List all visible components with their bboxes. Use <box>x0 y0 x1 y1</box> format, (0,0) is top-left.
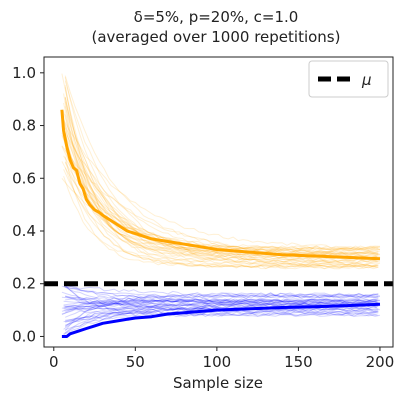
lower-mean-line <box>61 302 381 338</box>
upper-repetitions-line <box>61 115 381 254</box>
lower-repetitions-line <box>61 296 381 306</box>
chart-title-line-1: δ=5%, p=20%, c=1.0 <box>134 8 299 26</box>
x-tick-label: 100 <box>203 353 232 371</box>
y-tick-label: 0.4 <box>12 222 36 240</box>
upper-repetitions-line <box>63 129 377 259</box>
y-tick-label: 0.6 <box>12 169 36 187</box>
y-tick-label: 1.0 <box>12 64 36 82</box>
lower-repetitions-line <box>63 286 377 304</box>
x-axis-label: Sample size <box>173 374 263 392</box>
lower-repetitions-line <box>63 299 377 311</box>
upper-repetitions-line <box>63 169 377 264</box>
upper-repetitions-line <box>61 118 381 250</box>
lower-repetitions-line <box>65 299 379 331</box>
lower-repetitions-line <box>61 298 381 316</box>
upper-repetitions-line <box>64 156 379 268</box>
upper-repetitions-line <box>61 125 381 253</box>
mean-lines <box>60 109 381 338</box>
lower-repetitions-line <box>61 307 381 317</box>
upper-repetitions-line <box>63 102 377 262</box>
lower-repetitions-line <box>64 294 379 332</box>
lower-repetitions-line <box>64 293 379 328</box>
lower-repetitions-line <box>65 309 379 323</box>
y-tick-label: 0.8 <box>12 117 36 135</box>
upper-repetitions-line <box>61 146 381 264</box>
x-axis-ticks: 0 50 100 150 200 <box>49 347 394 371</box>
x-tick-label: 50 <box>126 353 145 371</box>
upper-repetitions-line <box>64 127 379 262</box>
lower-repetitions-line <box>64 300 379 327</box>
lower-repetitions-line <box>64 292 379 313</box>
upper-repetitions-line <box>61 73 381 257</box>
upper-repetitions-line <box>64 76 379 251</box>
x-tick-label: 0 <box>49 353 59 371</box>
lower-repetitions-line <box>64 285 379 317</box>
lower-repetitions-line <box>63 311 377 323</box>
lower-repetitions-line <box>65 298 379 309</box>
lower-repetitions-line <box>63 283 377 306</box>
upper-repetitions-line <box>63 131 377 266</box>
lower-repetitions-line <box>65 302 379 308</box>
lower-repetitions-line <box>63 306 377 311</box>
y-tick-label: 0.2 <box>12 275 36 293</box>
upper-repetitions-line <box>61 132 381 260</box>
legend-entry-mu: μ <box>361 71 372 89</box>
lower-repetitions-line <box>61 285 381 298</box>
lower-repetitions-line <box>64 284 379 316</box>
lower-repetitions-line <box>65 285 379 297</box>
upper-repetitions-line <box>61 114 380 256</box>
repetition-lines <box>61 73 381 336</box>
lower-repetitions-line <box>63 300 377 307</box>
upper-repetitions-line <box>61 116 381 250</box>
upper-repetitions-line <box>64 87 379 267</box>
lower-repetitions-line <box>61 295 381 312</box>
upper-repetitions-line <box>63 175 377 263</box>
upper-repetitions-line <box>63 135 377 260</box>
lower-repetitions-line <box>63 298 377 308</box>
lower-repetitions-line <box>65 310 379 321</box>
upper-repetitions-line <box>63 111 377 257</box>
upper-repetitions-line <box>64 147 379 269</box>
upper-repetitions-line <box>64 97 379 258</box>
legend: μ <box>308 60 389 98</box>
y-tick-label: 0.0 <box>12 327 36 345</box>
lower-repetitions-line <box>63 298 377 306</box>
upper-repetitions-line <box>64 96 379 256</box>
lower-repetitions-line <box>61 298 381 315</box>
lower-repetitions-line <box>63 302 377 330</box>
y-axis-ticks: 0.0 0.2 0.4 0.6 0.8 1.0 <box>12 64 44 345</box>
lower-repetitions-line <box>64 286 379 304</box>
upper-mean-line <box>60 109 381 261</box>
upper-repetitions-line <box>64 106 379 255</box>
upper-repetitions-line <box>64 80 379 269</box>
upper-repetitions-line <box>61 145 381 259</box>
lower-repetitions-line <box>65 294 379 301</box>
upper-repetitions-line <box>64 85 379 270</box>
chart-title-line-2: (averaged over 1000 repetitions) <box>92 28 341 46</box>
upper-repetitions-line <box>64 167 379 270</box>
upper-repetitions-line <box>63 155 377 267</box>
upper-repetitions-line <box>64 75 379 254</box>
upper-repetitions-line <box>63 93 377 268</box>
upper-repetitions-line <box>64 161 379 251</box>
upper-repetitions-line <box>64 114 379 257</box>
upper-repetitions-line <box>64 162 379 256</box>
plot-frame <box>43 56 394 348</box>
x-tick-label: 200 <box>366 353 395 371</box>
x-tick-label: 150 <box>284 353 313 371</box>
